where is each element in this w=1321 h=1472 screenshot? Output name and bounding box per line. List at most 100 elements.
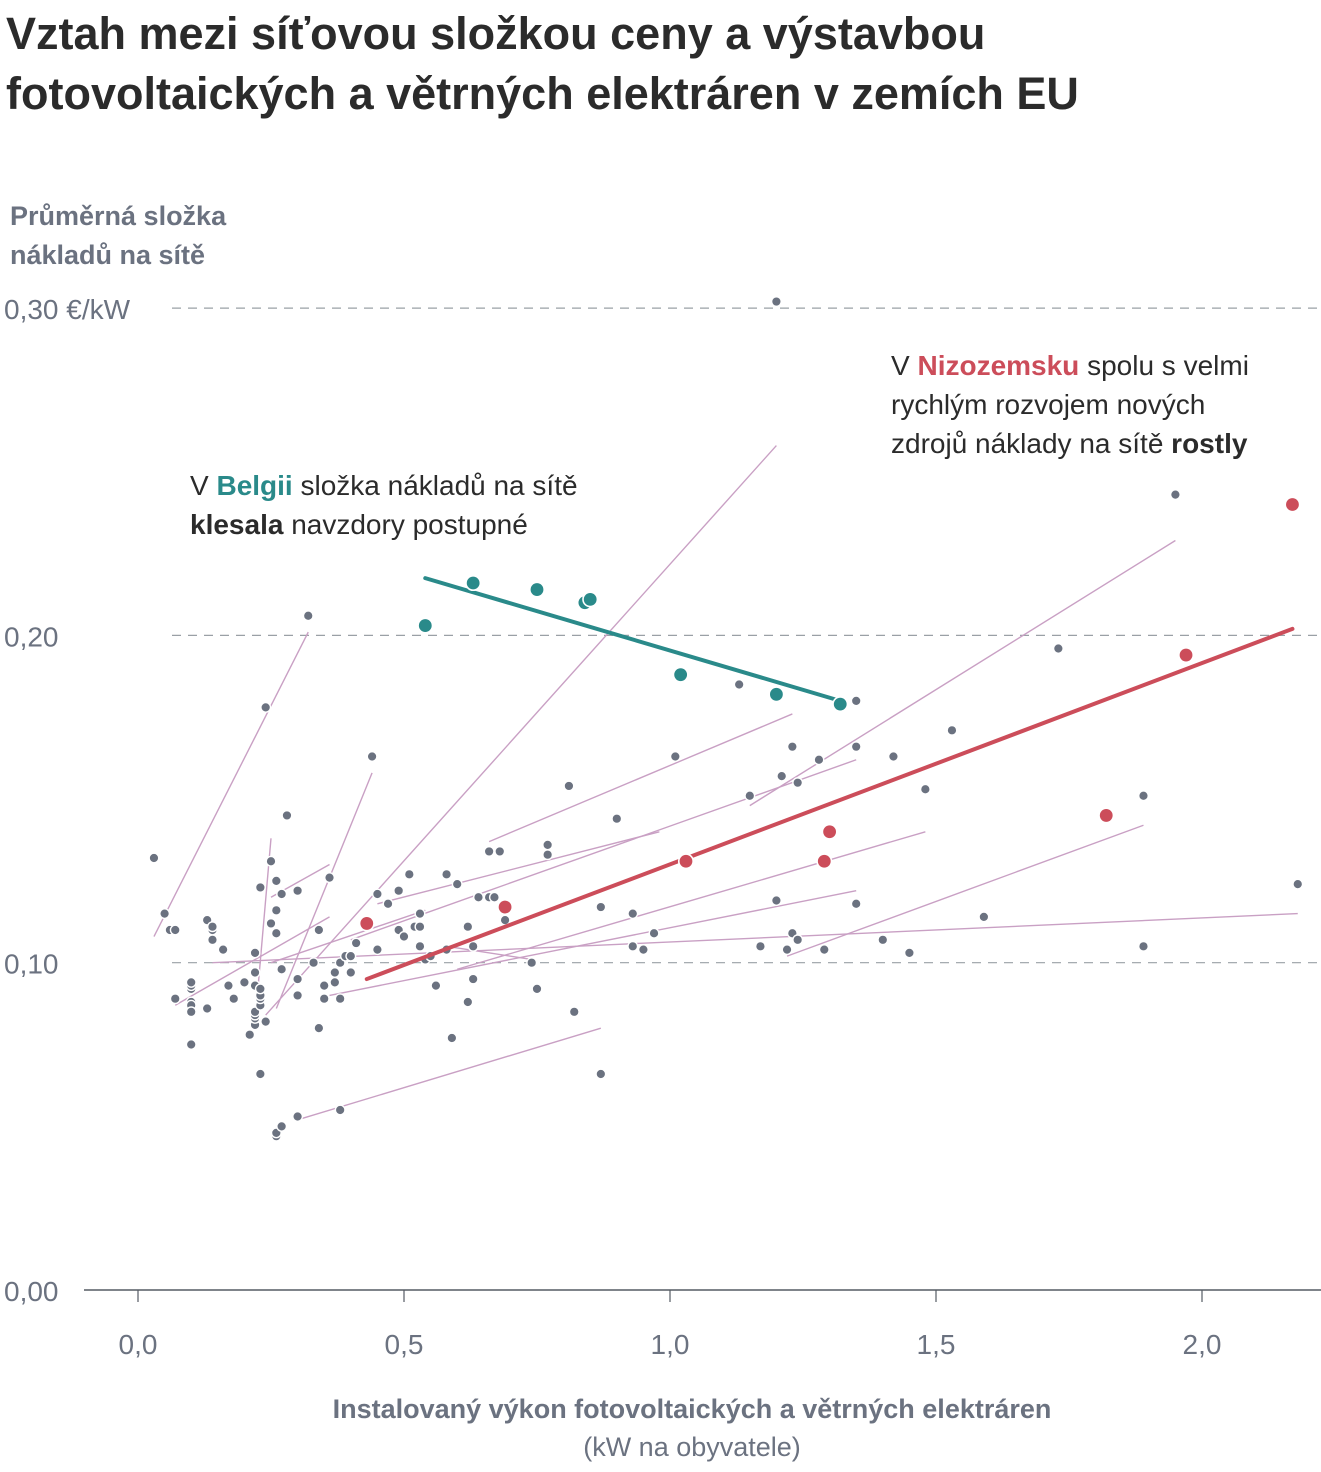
data-point	[292, 989, 304, 1001]
y-tick-label: 0,00	[4, 1276, 59, 1307]
data-point	[754, 940, 766, 952]
data-point	[627, 940, 639, 952]
chart-title-line2: fotovoltaických a větrných elektráren v …	[6, 68, 1079, 119]
data-point	[919, 783, 931, 795]
data-point	[1169, 489, 1181, 501]
y-tick-label: 0,30 €/kW	[4, 294, 131, 325]
netherlands-point	[816, 853, 833, 870]
data-point	[345, 950, 357, 962]
annotation-nl-line3: zdrojů náklady na sítě rostly	[891, 428, 1248, 459]
data-point	[382, 898, 394, 910]
data-point	[781, 944, 793, 956]
data-point	[206, 921, 218, 933]
data-point	[637, 944, 649, 956]
annotation-be-line2-post: navzdory postupné	[283, 509, 527, 540]
data-point	[595, 1068, 607, 1080]
data-point	[185, 976, 197, 988]
annotation-nl-highlight: Nizozemsku	[917, 350, 1079, 381]
data-point	[770, 296, 782, 308]
netherlands-point	[1284, 496, 1301, 513]
netherlands-point	[1098, 807, 1115, 824]
data-point	[148, 852, 160, 864]
data-point	[345, 967, 357, 979]
data-point	[414, 940, 426, 952]
data-point	[292, 885, 304, 897]
netherlands-series	[358, 496, 1301, 982]
data-point	[265, 917, 277, 929]
annotation-be-line1-pre: V	[190, 470, 216, 501]
y-axis-label-line1: Průměrná složka	[10, 201, 227, 231]
data-point	[850, 695, 862, 707]
data-point	[472, 891, 484, 903]
data-point	[254, 881, 266, 893]
data-point	[270, 904, 282, 916]
country-trend-line	[212, 912, 1298, 964]
data-point	[260, 1016, 272, 1028]
data-point	[595, 901, 607, 913]
data-point	[254, 1068, 266, 1080]
data-point	[393, 885, 405, 897]
country-trend-line	[329, 890, 857, 997]
data-point	[334, 993, 346, 1005]
data-point	[206, 934, 218, 946]
country-trend-line	[265, 445, 777, 1016]
data-point	[1052, 642, 1064, 654]
annotation-belgium: V Belgii složka nákladů na sítě klesala …	[190, 470, 578, 540]
chart-title: Vztah mezi síťovou složkou ceny a výstav…	[6, 4, 1306, 124]
netherlands-trend-line	[364, 626, 1295, 982]
data-point	[308, 957, 320, 969]
data-point	[249, 967, 261, 979]
belgium-series	[417, 575, 849, 713]
data-point	[792, 777, 804, 789]
data-point	[159, 908, 171, 920]
data-point	[414, 921, 426, 933]
annotation-nl-line2: rychlým rozvojem nových	[891, 389, 1205, 420]
data-point	[744, 790, 756, 802]
data-point	[462, 996, 474, 1008]
data-point	[185, 1039, 197, 1051]
country-points	[148, 296, 1304, 1142]
data-point	[627, 908, 639, 920]
data-point	[669, 751, 681, 763]
country-trend-line	[786, 824, 1144, 957]
data-point	[414, 908, 426, 920]
data-point	[467, 973, 479, 985]
country-trend-line	[446, 945, 532, 961]
data-point	[371, 888, 383, 900]
data-point	[877, 934, 889, 946]
data-point	[371, 944, 383, 956]
data-point	[217, 944, 229, 956]
data-point	[850, 741, 862, 753]
netherlands-point	[677, 853, 694, 870]
x-axis-unit: (kW na obyvatele)	[583, 1432, 801, 1462]
data-point	[648, 927, 660, 939]
data-point	[318, 993, 330, 1005]
data-point	[403, 868, 415, 880]
data-point	[946, 724, 958, 736]
chart-title-line1: Vztah mezi síťovou složkou ceny a výstav…	[6, 8, 986, 59]
y-axis-label-line2: nákladů na sítě	[10, 240, 205, 270]
data-point	[276, 888, 288, 900]
data-point	[813, 754, 825, 766]
x-axis-label: Instalovaný výkon fotovoltaických a větr…	[333, 1394, 1052, 1424]
data-point	[276, 963, 288, 975]
annotation-be-bold: klesala	[190, 509, 284, 540]
netherlands-point	[497, 899, 514, 916]
country-trend-line	[153, 631, 309, 937]
belgium-point	[465, 575, 482, 592]
y-tick-label: 0,20	[4, 621, 59, 652]
data-point	[244, 1029, 256, 1041]
data-point	[398, 931, 410, 943]
data-point	[1292, 878, 1304, 890]
data-point	[978, 911, 990, 923]
x-tick-label: 0,5	[385, 1329, 424, 1360]
data-point	[611, 813, 623, 825]
data-point	[563, 780, 575, 792]
country-trend-line	[488, 713, 793, 843]
data-point	[441, 868, 453, 880]
x-tick-label: 2,0	[1183, 1329, 1222, 1360]
data-point	[350, 937, 362, 949]
data-point	[185, 1006, 197, 1018]
data-point	[292, 1111, 304, 1123]
